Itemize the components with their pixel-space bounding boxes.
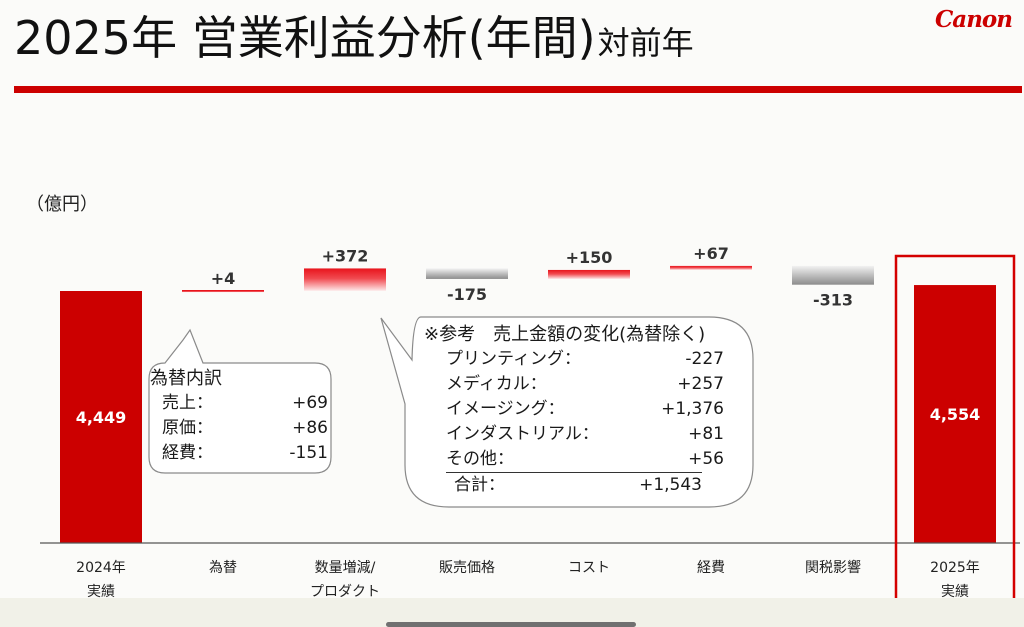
currency-row: 原価： +86 [150, 416, 328, 441]
bar-increase [548, 269, 630, 279]
bar-total [914, 285, 996, 543]
reference-total-row: 合計： +1,543 [446, 472, 702, 498]
currency-row-value: +69 [292, 393, 328, 413]
bar-value-label: 4,554 [930, 405, 981, 424]
reference-total-value: +1,543 [639, 475, 702, 495]
category-label: 経費 [697, 560, 725, 576]
reference-row-label: プリンティング： [446, 349, 581, 369]
title-suffix: 対前年 [597, 24, 694, 62]
canon-logo: Canon [935, 6, 1013, 33]
reference-total-label: 合計： [454, 475, 505, 495]
reference-callout-bubble [380, 316, 754, 508]
category-label: 為替 [209, 560, 237, 576]
bar-value-label: -313 [813, 291, 853, 310]
currency-row-label: 売上： [162, 393, 213, 413]
bar-decrease [792, 265, 874, 285]
page-title: 2025年 営業利益分析(年間)対前年 [14, 2, 694, 68]
reference-row-value: -227 [685, 349, 724, 369]
reference-row-label: その他： [446, 449, 514, 469]
bar-total [60, 291, 142, 543]
reference-row-label: インダストリアル： [446, 424, 599, 444]
reference-callout-title: ※参考 売上金額の変化(為替除く) [424, 324, 706, 345]
highlight-frame [894, 254, 1016, 598]
currency-row-value: -151 [289, 443, 328, 463]
bar-value-label: +372 [322, 246, 369, 265]
slide: 2025年 営業利益分析(年間)対前年 Canon （億円） 4,449 +4 +3… [14, 2, 1022, 598]
category-label: 2025年実績 [930, 560, 980, 598]
category-label: 数量増減/プロダクト [310, 559, 380, 598]
reference-row: インダストリアル： +81 [424, 422, 724, 447]
waterfall-chart: 4,449 +4 +372 -175 +150 +67 -313 4,554 2024年実績 為替… [40, 244, 1020, 598]
category-label: 2024年実績 [76, 560, 126, 598]
currency-row-label: 経費： [162, 443, 213, 463]
bar-value-label: +67 [693, 244, 729, 263]
bar-increase [670, 265, 752, 270]
bar-decrease [426, 268, 508, 279]
category-label: 販売価格 [439, 560, 495, 576]
reference-row-value: +56 [688, 449, 724, 469]
sales-reference-callout: ※参考 売上金額の変化(為替除く) プリンティング： -227 メディカル： +25… [424, 322, 724, 498]
reference-row-value: +81 [688, 424, 724, 444]
currency-row-label: 原価： [162, 418, 213, 438]
reference-row-label: メディカル： [446, 374, 547, 394]
currency-row: 売上： +69 [150, 391, 328, 416]
reference-row: プリンティング： -227 [424, 347, 724, 372]
title-divider [14, 86, 1022, 93]
currency-breakdown-callout: 為替内訳 売上： +69 原価： +86 経費： -151 [150, 366, 328, 466]
category-label: 関税影響 [805, 559, 861, 576]
reference-row-value: +257 [677, 374, 724, 394]
reference-row: イメージング： +1,376 [424, 397, 724, 422]
title-main: 2025年 営業利益分析(年間) [14, 11, 596, 65]
bar-value-label: +150 [566, 248, 613, 267]
reference-row: その他： +56 [424, 447, 724, 472]
bar-increase [304, 268, 386, 291]
bar-value-label: +4 [211, 269, 236, 288]
unit-label: （億円） [26, 194, 98, 215]
scroll-indicator[interactable] [386, 622, 636, 627]
bar-value-label: -175 [447, 285, 487, 304]
currency-callout-bubble [148, 328, 332, 474]
reference-row-value: +1,376 [661, 399, 724, 419]
reference-row: メディカル： +257 [424, 372, 724, 397]
reference-row-label: イメージング： [446, 399, 565, 419]
bar-value-label: 4,449 [76, 408, 127, 427]
category-label: コスト [568, 560, 610, 576]
currency-row: 経費： -151 [150, 441, 328, 466]
currency-row-value: +86 [292, 418, 328, 438]
currency-callout-title: 為替内訳 [150, 368, 222, 389]
